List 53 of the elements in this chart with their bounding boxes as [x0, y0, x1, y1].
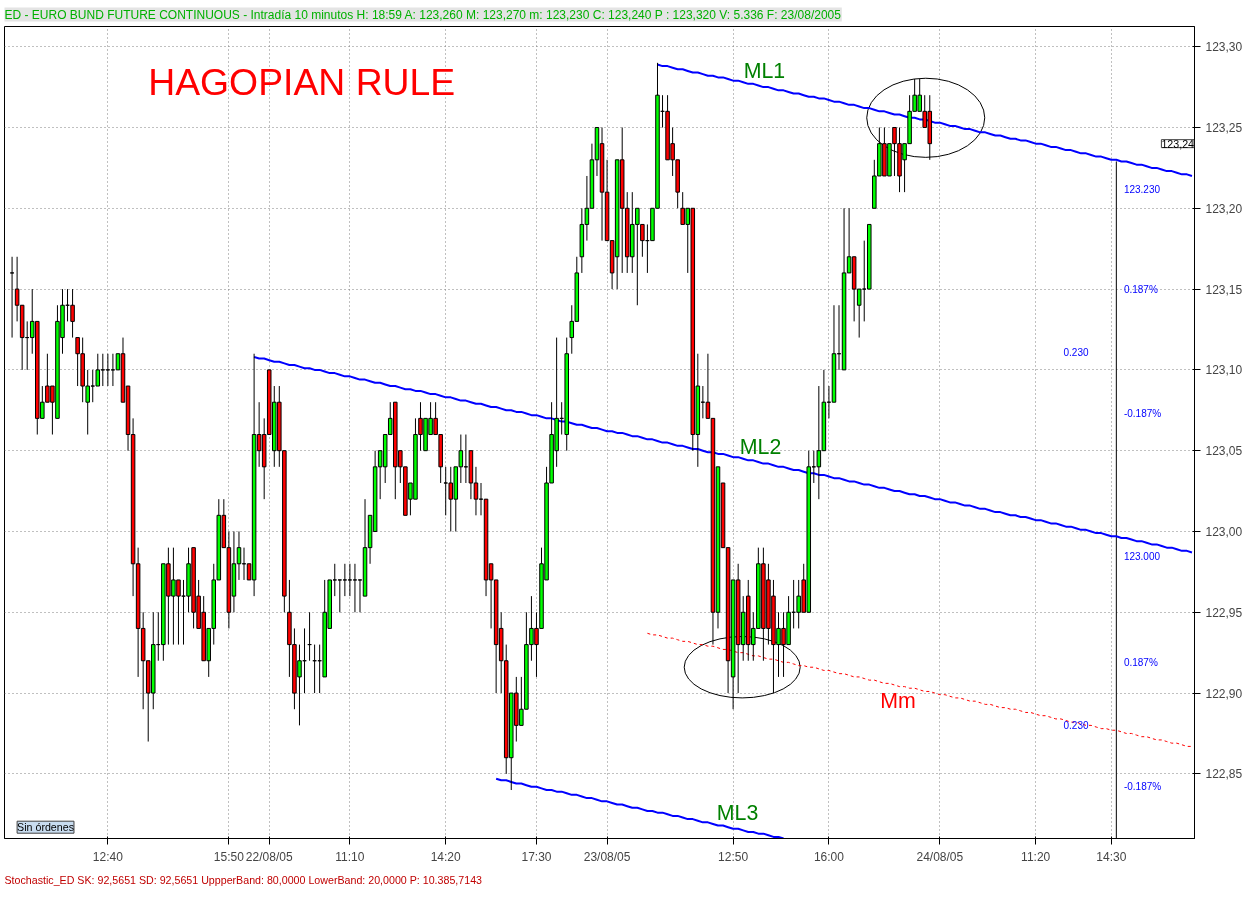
annotation: 0.230 [1063, 720, 1089, 732]
chart-title: ED - EURO BUND FUTURE CONTINUOUS - Intradía 10 minutos H: 18:59 A: 123,260 M: 123,270 m: 123,230 C: 123,240 P : 123,320 V: 5.336 F: 23/08/2005 [4, 7, 842, 22]
y-tick-label: 123,20 [1205, 201, 1243, 216]
x-tick-label: 14:30 [1096, 849, 1127, 864]
x-tick-label: 14:20 [430, 849, 462, 864]
annotation: 123,24 [1161, 137, 1195, 150]
y-tick-label: 122,90 [1205, 686, 1243, 701]
candlestick [110, 353, 116, 387]
y-tick-label: 122,85 [1205, 767, 1243, 782]
series-label: ML2 [739, 434, 782, 459]
x-tick-label: 17:30 [521, 849, 552, 864]
x-tick-label: 22/08/05 [245, 849, 293, 864]
candlestick [342, 563, 348, 597]
candlestick [105, 353, 111, 387]
series-label: ML3 [716, 800, 759, 825]
candlestick [816, 385, 822, 500]
series-label: ML1 [743, 58, 786, 83]
series-label: Mm [880, 689, 916, 714]
candlestick [95, 353, 101, 387]
y-tick-label: 123,10 [1205, 363, 1243, 378]
candlestick [337, 579, 343, 613]
x-tick-label: 11:10 [335, 849, 365, 864]
annotation: 123.000 [1123, 550, 1161, 562]
annotation: -0.187% [1123, 408, 1162, 420]
annotation: 123.230 [1123, 183, 1161, 195]
annotation: HAGOPIAN RULE [148, 61, 456, 104]
x-tick-label: 11:20 [1021, 849, 1051, 864]
line-series [253, 355, 1193, 554]
x-tick-label: 12:40 [92, 849, 124, 864]
annotation: Sin órdenes [17, 821, 74, 834]
candlestick [347, 563, 353, 597]
x-tick-label: 16:00 [813, 849, 845, 864]
x-tick-label: 23/08/05 [583, 849, 631, 864]
annotation: 0.230 [1063, 347, 1089, 359]
candlestick [9, 256, 15, 339]
x-tick-label: 15:50 [213, 849, 245, 864]
candlestick [352, 563, 358, 613]
y-tick-label: 122,95 [1205, 605, 1243, 620]
y-tick-label: 123,25 [1205, 121, 1243, 135]
x-tick-label: 24/08/05 [916, 849, 964, 864]
x-tick-label: 12:50 [718, 849, 749, 864]
y-tick-label: 123,15 [1205, 282, 1243, 297]
line-series [495, 777, 785, 839]
annotation: -0.187% [1123, 781, 1162, 793]
annotation: 0.187% [1123, 656, 1158, 668]
y-tick-label: 123,05 [1205, 444, 1243, 459]
candlestick [70, 288, 75, 339]
text: Stochastic_ED SK: 92,5651 SD: 92,5651 UppperBand: 80,0000 LowerBand: 20,0000 P: 10.385,7143 [4, 873, 483, 886]
y-tick-label: 123,00 [1205, 524, 1243, 539]
line-series [656, 63, 1193, 177]
annotation: 0.187% [1123, 283, 1158, 295]
y-tick-label: 123,30 [1205, 40, 1243, 55]
candlestick [448, 466, 454, 532]
